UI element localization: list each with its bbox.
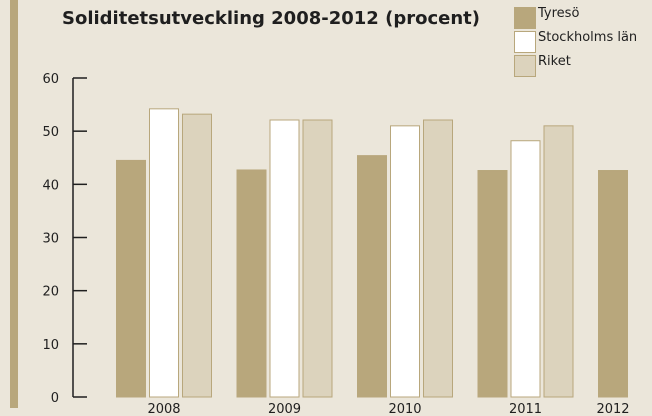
legend-label-tyreso: Tyresö xyxy=(538,6,580,21)
legend-swatch-riket xyxy=(514,55,536,77)
y-tick-label-10: 10 xyxy=(42,338,59,353)
y-tick-label-0: 0 xyxy=(51,391,59,406)
bar-riket-2008 xyxy=(182,113,212,398)
x-tick-label-2008: 2008 xyxy=(147,402,180,416)
bar-stockholms-lan-2010 xyxy=(390,125,420,398)
legend-swatch-tyreso xyxy=(514,7,536,29)
x-tick-label-2009: 2009 xyxy=(268,402,301,416)
y-tick-label-50: 50 xyxy=(42,125,59,140)
bar-tyreso-2009 xyxy=(236,169,267,398)
legend-item-riket: Riket xyxy=(514,54,637,78)
x-tick-label-2011: 2011 xyxy=(509,402,542,416)
y-tick-label-30: 30 xyxy=(42,232,59,247)
bar-stockholms-lan-2009 xyxy=(269,119,300,398)
y-tick-label-20: 20 xyxy=(42,285,59,300)
bar-tyreso-2010 xyxy=(357,155,387,398)
legend-item-stockholm: Stockholms län xyxy=(514,30,637,54)
x-tick-label-2012: 2012 xyxy=(596,402,629,416)
legend-label-riket: Riket xyxy=(538,54,571,69)
legend-item-tyreso: Tyresö xyxy=(514,6,637,30)
legend: Tyresö Stockholms län Riket xyxy=(514,6,637,78)
side-stripe xyxy=(10,0,18,408)
y-tick-label-40: 40 xyxy=(42,178,59,193)
y-tick-label-60: 60 xyxy=(42,72,59,87)
bar-stockholms-lan-2008 xyxy=(149,108,179,398)
bar-riket-2009 xyxy=(302,119,333,398)
bar-riket-2011 xyxy=(543,125,574,398)
bar-tyreso-2012 xyxy=(598,170,628,398)
legend-swatch-stockholm xyxy=(514,31,536,53)
bar-stockholms-lan-2011 xyxy=(510,140,541,398)
bar-riket-2010 xyxy=(423,119,453,398)
chart-title: Soliditetsutveckling 2008-2012 (procent) xyxy=(62,8,480,29)
legend-label-stockholm: Stockholms län xyxy=(538,30,638,45)
bar-tyreso-2011 xyxy=(477,170,508,398)
x-tick-label-2010: 2010 xyxy=(388,402,421,416)
bar-tyreso-2008 xyxy=(116,159,146,398)
